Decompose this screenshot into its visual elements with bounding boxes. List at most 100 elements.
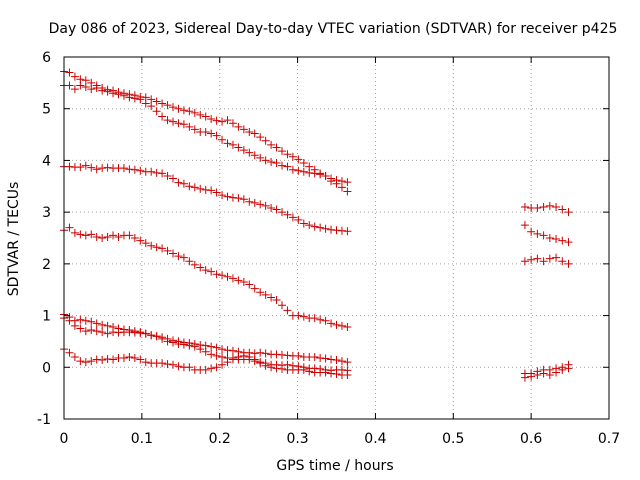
data-point <box>201 347 210 356</box>
data-point <box>212 188 221 197</box>
data-point <box>267 363 276 372</box>
data-point <box>228 346 237 355</box>
data-point <box>261 201 270 210</box>
data-point <box>169 117 177 126</box>
data-point <box>76 163 85 172</box>
data-point <box>223 139 232 148</box>
y-tick-label: -1 <box>37 412 51 428</box>
data-point <box>321 354 330 363</box>
data-point <box>212 351 221 360</box>
data-point <box>539 369 548 378</box>
data-point <box>332 226 341 235</box>
data-point <box>245 352 254 361</box>
data-point <box>114 328 123 337</box>
data-point <box>212 363 221 372</box>
data-point <box>158 334 167 343</box>
data-point <box>65 68 74 77</box>
data-point <box>70 85 79 94</box>
data-point <box>218 352 227 361</box>
series-s4 <box>60 221 573 331</box>
data-point <box>316 223 325 232</box>
data-point <box>261 290 270 299</box>
x-tick-label: 0.2 <box>209 431 231 447</box>
data-point <box>130 234 139 242</box>
data-point <box>272 205 281 214</box>
data-point <box>207 364 216 373</box>
data-point <box>316 353 325 362</box>
data-point <box>190 260 199 269</box>
data-point <box>337 321 346 330</box>
data-point <box>288 165 297 174</box>
data-point <box>212 270 221 279</box>
data-point <box>169 103 177 112</box>
data-point <box>239 195 248 204</box>
data-point <box>207 115 216 124</box>
data-point <box>169 249 177 258</box>
data-point <box>294 215 303 224</box>
data-point <box>327 319 336 328</box>
data-point <box>169 360 177 369</box>
data-point <box>520 373 529 382</box>
data-point <box>310 314 319 323</box>
data-point <box>256 200 265 209</box>
data-point <box>103 163 112 172</box>
data-point <box>545 201 554 210</box>
x-tick-label: 0.1 <box>131 431 153 447</box>
data-point <box>196 110 205 119</box>
data-point <box>65 223 74 232</box>
data-point <box>147 95 156 104</box>
data-point <box>288 213 297 222</box>
data-point <box>256 288 265 297</box>
data-point <box>278 161 286 170</box>
data-point <box>234 143 243 152</box>
series-s3 <box>60 161 573 236</box>
data-point <box>119 164 128 173</box>
data-point <box>218 271 227 280</box>
data-point <box>98 320 107 329</box>
data-point <box>533 229 542 238</box>
data-point <box>76 230 85 239</box>
data-point <box>278 147 286 156</box>
data-point <box>147 102 156 111</box>
data-point <box>321 171 330 180</box>
y-tick-label: 6 <box>42 50 51 66</box>
data-point <box>283 150 292 159</box>
data-point <box>109 89 118 98</box>
data-point <box>239 146 248 155</box>
y-tick-label: 5 <box>42 102 51 118</box>
data-point <box>163 101 172 110</box>
x-axis-label: GPS time / hours <box>276 458 393 474</box>
data-point <box>239 125 248 134</box>
data-point <box>158 112 167 121</box>
data-point <box>201 365 210 374</box>
data-point <box>201 112 210 121</box>
data-point <box>327 355 336 364</box>
plot-frame <box>63 56 610 420</box>
data-point <box>179 340 188 349</box>
data-point <box>218 135 227 144</box>
data-point <box>70 72 79 81</box>
data-point <box>130 353 139 362</box>
data-point <box>234 276 243 285</box>
data-point <box>305 367 314 376</box>
data-point <box>256 348 265 357</box>
data-point <box>545 254 554 263</box>
data-point <box>321 316 330 325</box>
data-point <box>327 177 336 186</box>
data-point <box>147 241 156 250</box>
data-point <box>81 327 90 336</box>
data-point <box>114 232 123 241</box>
data-point <box>520 221 529 230</box>
data-point <box>207 350 216 359</box>
data-point <box>299 312 308 321</box>
data-point <box>299 159 308 168</box>
data-point <box>564 238 573 247</box>
data-point <box>174 178 183 187</box>
data-point <box>533 254 542 263</box>
data-layer <box>60 67 573 382</box>
data-point <box>310 169 319 178</box>
data-point <box>212 343 221 352</box>
data-point <box>299 365 308 374</box>
data-point <box>294 351 303 360</box>
